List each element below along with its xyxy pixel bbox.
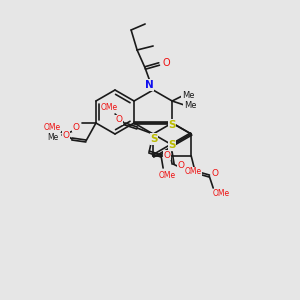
Text: S: S <box>150 134 158 144</box>
Text: O: O <box>162 58 170 68</box>
Text: Me: Me <box>47 133 58 142</box>
Text: O: O <box>164 151 171 160</box>
Text: N: N <box>145 80 154 90</box>
Text: OMe: OMe <box>213 190 230 199</box>
Text: O: O <box>212 169 219 178</box>
Text: OMe: OMe <box>44 122 61 131</box>
Text: O: O <box>62 130 69 140</box>
Text: OMe: OMe <box>100 103 118 112</box>
Text: O: O <box>178 161 184 170</box>
Text: O: O <box>72 122 80 131</box>
Text: O: O <box>116 116 123 124</box>
Text: Me: Me <box>184 101 197 110</box>
Text: S: S <box>168 140 176 150</box>
Text: OMe: OMe <box>184 167 202 176</box>
Text: OMe: OMe <box>158 172 176 181</box>
Text: S: S <box>168 120 176 130</box>
Text: Me: Me <box>182 91 194 100</box>
